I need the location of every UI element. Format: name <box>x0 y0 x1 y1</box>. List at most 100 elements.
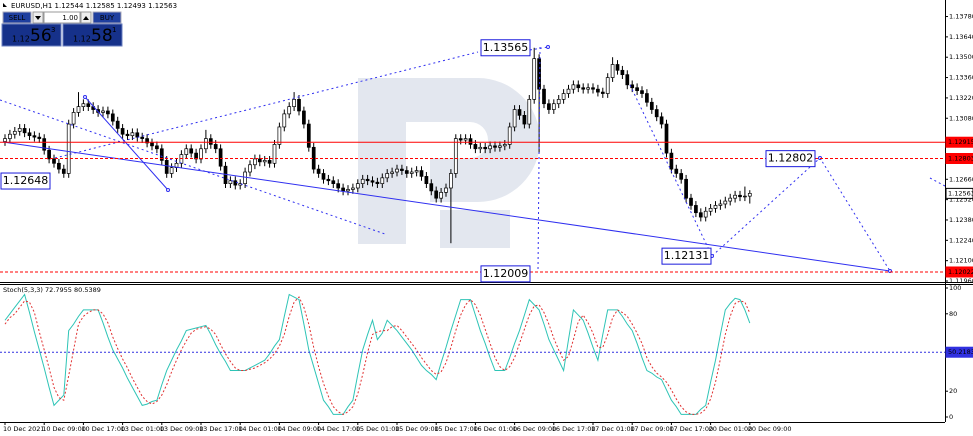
indicator-line <box>4 293 751 415</box>
y-tick-label: 100 <box>949 284 961 292</box>
annotation-box <box>765 150 816 168</box>
candle-body <box>267 160 272 164</box>
candle-body <box>385 173 390 179</box>
candle-body <box>233 180 238 186</box>
x-tick-label: 16 Dec 09:00 <box>513 425 557 433</box>
candle-body <box>586 87 590 90</box>
candle-body <box>434 190 439 199</box>
candle-body <box>664 123 669 154</box>
x-tick-label: 10 Dec 2021 <box>3 425 45 433</box>
y-tick-label: 1.12520 <box>949 196 973 204</box>
drawings <box>0 45 946 273</box>
candle-body <box>257 158 262 163</box>
y-tick-label: 20 <box>949 387 957 395</box>
buy-price-prefix: 1.12 <box>73 35 91 44</box>
candle-body <box>463 138 468 141</box>
candle-body <box>659 116 664 125</box>
y-tick-label: 0 <box>949 413 953 421</box>
price-label: 50.2183 <box>948 348 973 356</box>
trend-line <box>84 96 169 191</box>
candle-body <box>145 138 149 144</box>
candle-body <box>551 103 556 110</box>
candle-body <box>37 136 42 139</box>
candle-body <box>76 106 81 113</box>
annotation-box <box>480 265 531 283</box>
y-tick-label: 1.13220 <box>949 94 973 102</box>
trend-line <box>2 141 891 272</box>
candle-body <box>498 145 502 148</box>
candle-body <box>336 183 341 189</box>
annotation-label: 1.13565 <box>483 41 529 54</box>
candle-body <box>155 145 159 150</box>
main-value: 72.7955 <box>45 286 72 294</box>
y-tick-label: 80 <box>949 310 957 318</box>
symbol: EURUSD,H1 <box>11 2 52 10</box>
candle-body <box>140 136 145 139</box>
candle-body <box>184 148 189 155</box>
y-tick-label: 1.13640 <box>949 33 973 41</box>
indicator-header: Stoch(5,3,3) 72.7955 80.5389 <box>3 286 101 294</box>
buy-button[interactable] <box>92 11 122 24</box>
candle-body <box>493 145 497 148</box>
candle-body <box>610 64 615 78</box>
buy-price-small: 1 <box>112 26 116 34</box>
x-tick-label: 17 Dec 17:00 <box>669 425 713 433</box>
candle-body <box>527 99 532 125</box>
candle-body <box>517 109 522 116</box>
y-tick-label: 1.13080 <box>949 114 973 122</box>
candle-body <box>331 180 336 184</box>
candle-body <box>512 109 517 128</box>
candle-body <box>253 158 257 166</box>
y-tick-label: 1.13360 <box>949 74 973 82</box>
open: 1.12544 <box>55 2 84 10</box>
candle-body <box>400 168 404 171</box>
x-tick-label: 13 Dec 17:00 <box>199 425 243 433</box>
price-label-box <box>945 187 973 199</box>
candle-body <box>213 144 218 150</box>
candle-body <box>478 146 483 150</box>
candle-body <box>723 200 728 205</box>
candle-body <box>375 181 380 184</box>
annotation-label: 1.12648 <box>3 174 49 187</box>
price-label-box <box>945 266 973 278</box>
candle-body <box>698 212 703 218</box>
sell-button[interactable] <box>2 11 32 24</box>
candle-body <box>537 58 541 90</box>
candle-body <box>645 93 649 103</box>
candle-body <box>561 93 566 100</box>
low: 1.12493 <box>117 2 146 10</box>
buy-price-box[interactable] <box>62 23 123 47</box>
x-tick-label: 15 Dec 17:00 <box>434 425 478 433</box>
candle-body <box>218 148 223 167</box>
lot-input[interactable] <box>43 11 81 24</box>
x-tick-label: 14 Dec 01:00 <box>238 425 282 433</box>
x-tick-label: 13 Dec 01:00 <box>121 425 165 433</box>
annotation-box <box>661 247 712 265</box>
y-tick-label: 1.12240 <box>949 236 973 244</box>
candle-body <box>110 113 115 122</box>
candle-body <box>556 99 561 105</box>
candle-body <box>199 148 203 160</box>
x-tick-label: 17 Dec 09:00 <box>630 425 674 433</box>
candle-body <box>615 64 620 71</box>
candle-body <box>654 109 659 118</box>
sell-price-big: 56 <box>30 26 52 46</box>
candle-body <box>71 112 76 125</box>
signal-value: 80.5389 <box>74 286 101 294</box>
x-tick-label: 10 Dec 09:00 <box>42 425 86 433</box>
candle-body <box>159 148 164 161</box>
candle-body <box>542 88 546 105</box>
candle-body <box>302 110 306 125</box>
candle-body <box>66 123 71 174</box>
y-tick-label: 1.12100 <box>949 257 973 265</box>
candle-body <box>297 99 301 112</box>
x-tick-label: 10 Dec 17:00 <box>81 425 125 433</box>
close: 1.12563 <box>148 2 177 10</box>
sell-price-box[interactable] <box>1 23 62 47</box>
candle-body <box>444 187 448 193</box>
candle-body <box>728 197 733 202</box>
x-tick-label: 17 Dec 01:00 <box>591 425 635 433</box>
candle-body <box>581 87 586 90</box>
candle-body <box>635 87 639 91</box>
